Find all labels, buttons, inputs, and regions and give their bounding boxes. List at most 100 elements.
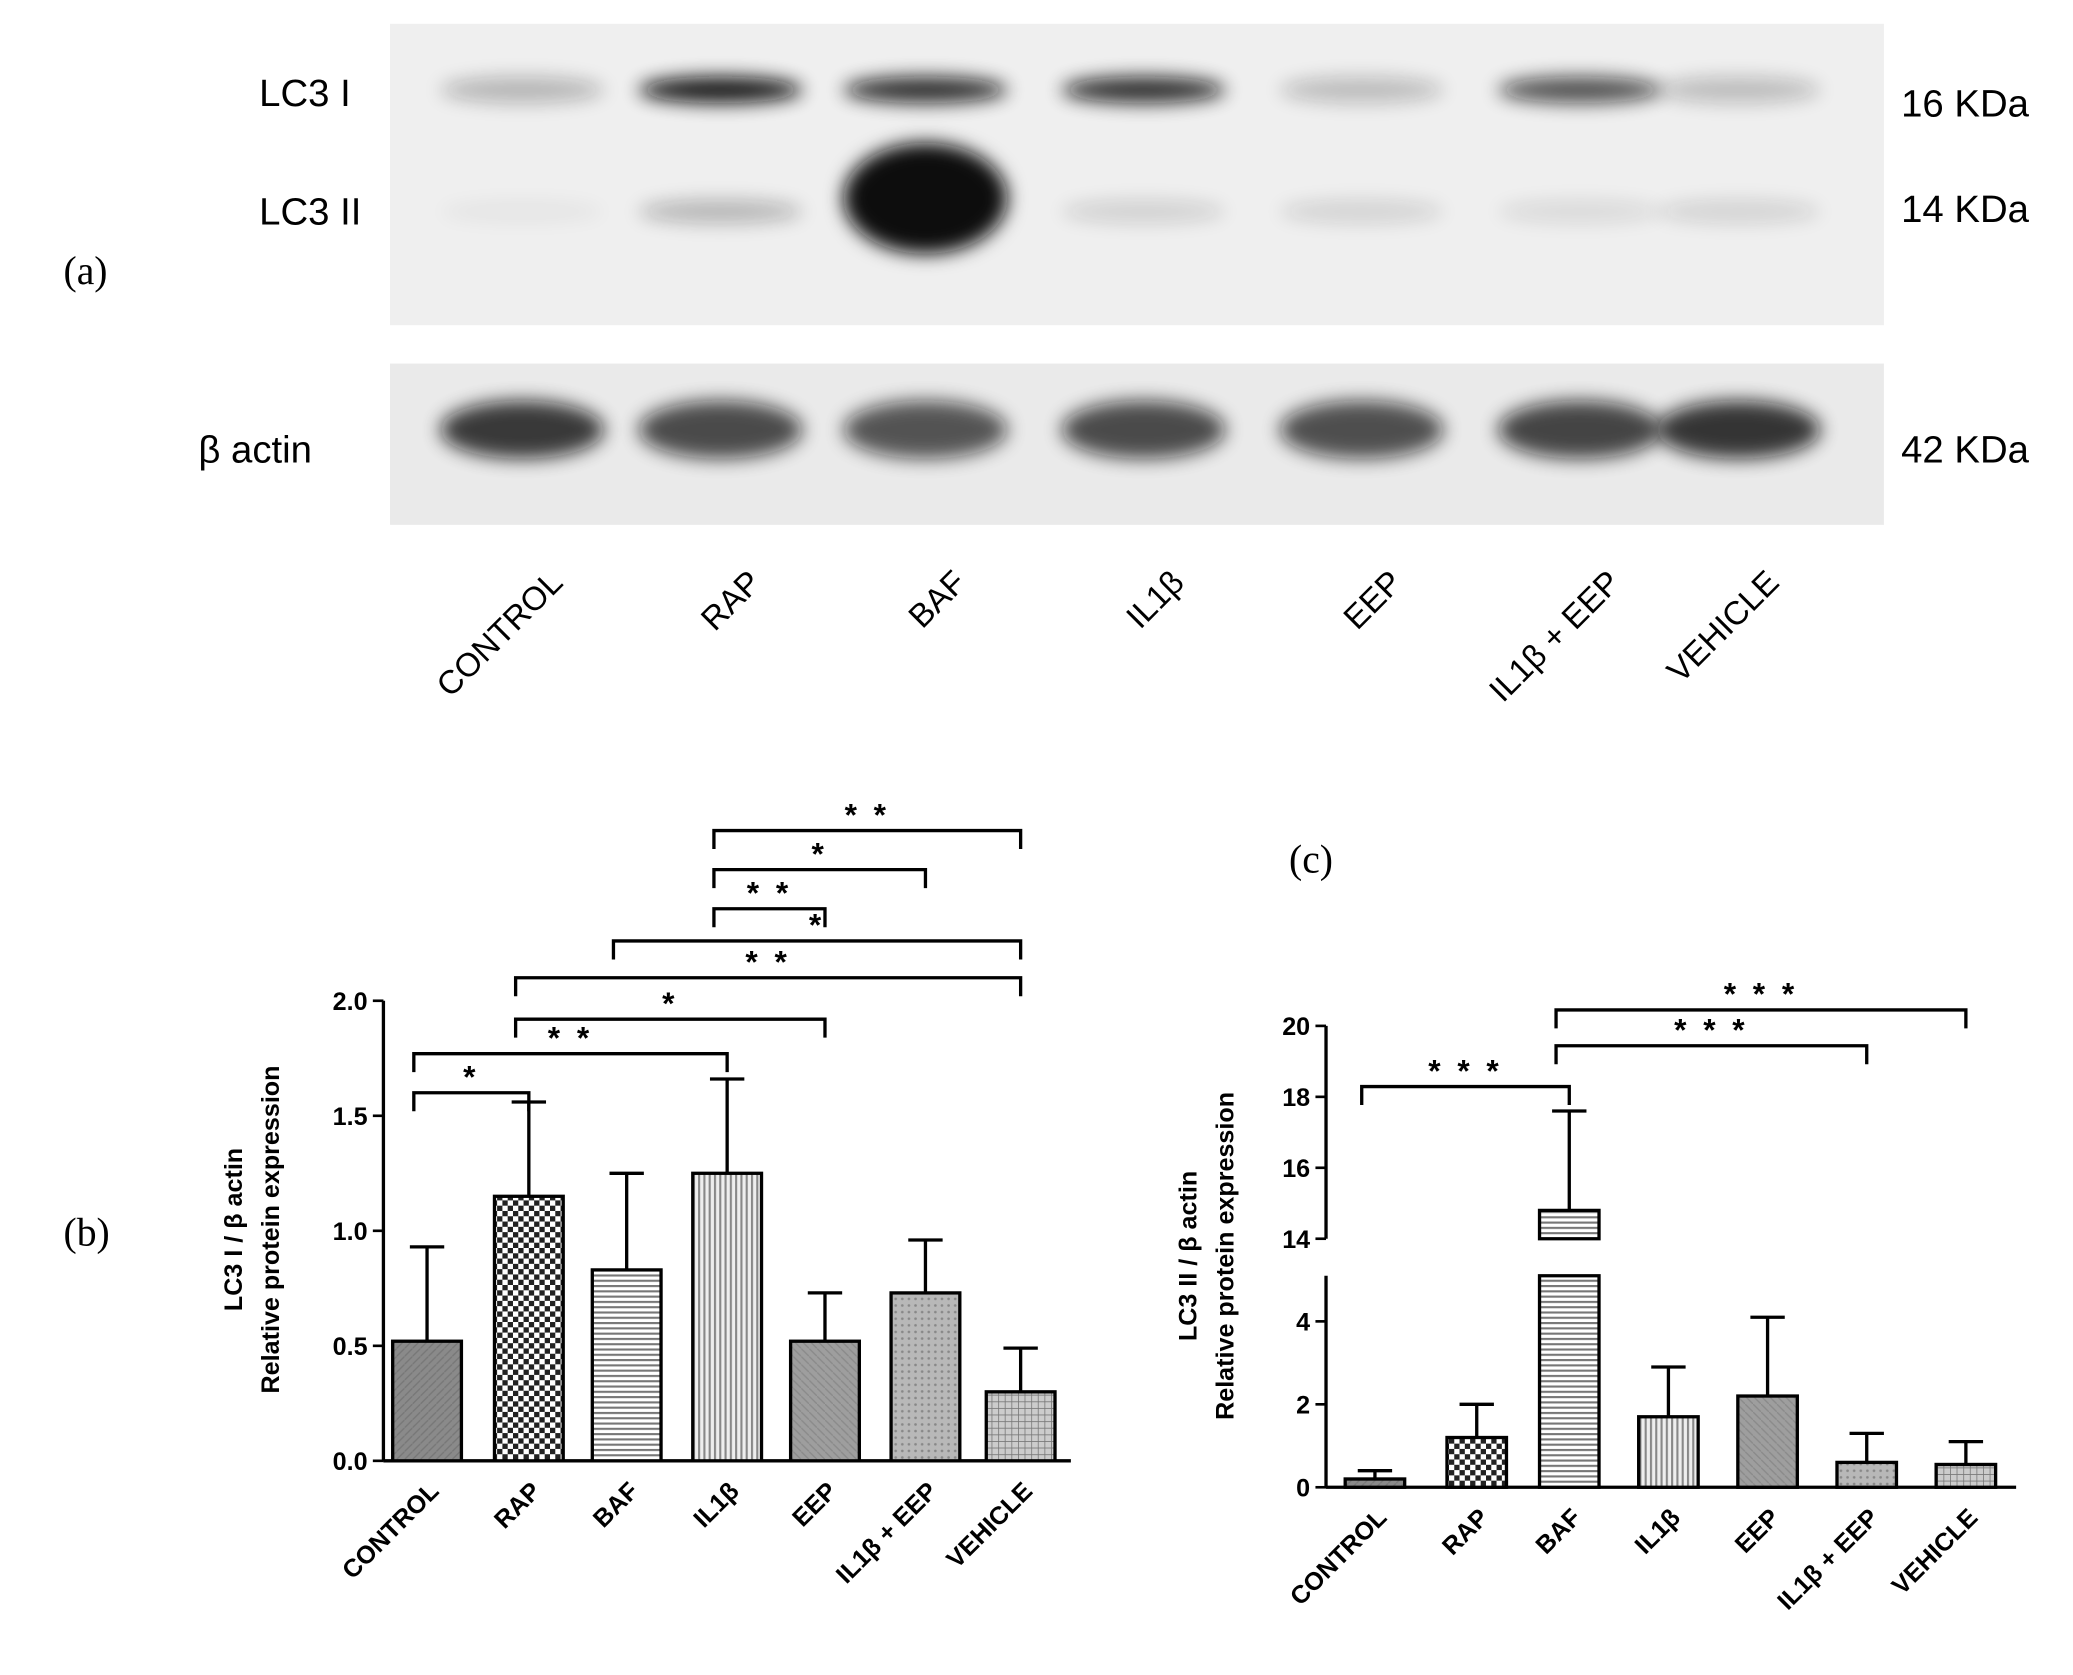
y-tick-label: 2.0 xyxy=(333,988,368,1016)
y-axis-label: Relative protein expression xyxy=(257,1066,285,1394)
panel-label: (a) xyxy=(63,249,107,293)
band xyxy=(843,400,1008,459)
bar xyxy=(391,1339,464,1463)
band xyxy=(1656,199,1821,224)
band xyxy=(1497,76,1662,104)
blot-bands xyxy=(440,76,1821,459)
error-bar xyxy=(1750,1315,1785,1397)
error-bar xyxy=(1849,1431,1884,1463)
band xyxy=(1279,199,1444,224)
significance-bracket xyxy=(712,867,928,889)
band xyxy=(440,76,605,104)
band xyxy=(1279,76,1444,104)
y-axis-label: Relative protein expression xyxy=(1211,1092,1239,1420)
significance-bracket xyxy=(611,939,1023,960)
band xyxy=(1279,400,1444,459)
bar xyxy=(1537,1208,1601,1489)
band xyxy=(1497,400,1662,459)
x-tick-label: RAP xyxy=(1437,1503,1494,1560)
error-bar xyxy=(1357,1469,1393,1479)
lane-label: CONTROL xyxy=(430,564,570,704)
size-label: 42 KDa xyxy=(1901,429,2030,472)
lane-label: IL1β xyxy=(1119,564,1191,636)
bar xyxy=(1343,1477,1407,1489)
x-tick-label: IL1β xyxy=(1630,1503,1686,1559)
y-tick-label: 0 xyxy=(1296,1475,1310,1503)
row-label: β actin xyxy=(198,429,312,472)
y-tick-label: 1.5 xyxy=(333,1103,368,1131)
error-bar xyxy=(511,1100,547,1197)
bar xyxy=(788,1339,862,1463)
lane-label: BAF xyxy=(902,564,974,636)
significance-label: * xyxy=(812,835,828,871)
row-label: LC3 I xyxy=(259,72,351,115)
bar xyxy=(691,1171,764,1463)
x-tick-label: VEHICLE xyxy=(1887,1503,1984,1600)
bar xyxy=(1835,1460,1899,1489)
error-bar xyxy=(807,1291,843,1342)
error-bar xyxy=(908,1238,943,1293)
blot-membrane xyxy=(390,23,1884,326)
bar xyxy=(1934,1462,1998,1489)
band xyxy=(440,199,605,224)
y-axis-label: LC3 II / β actin xyxy=(1174,1171,1202,1341)
bar xyxy=(590,1268,663,1463)
band xyxy=(1656,400,1821,459)
significance-label: * * * xyxy=(1724,976,1799,1012)
x-tick-label: VEHICLE xyxy=(941,1477,1038,1574)
panel-label: (c) xyxy=(1289,838,1333,882)
significance-bracket xyxy=(513,976,1023,997)
y-tick-label: 18 xyxy=(1282,1084,1310,1112)
lane-label: IL1β + EEP xyxy=(1482,564,1627,709)
significance-bracket xyxy=(412,1091,531,1112)
significance-bracket xyxy=(1554,1044,1869,1065)
band xyxy=(843,76,1008,104)
significance-label: * * xyxy=(845,796,890,832)
band xyxy=(440,400,605,459)
x-tick-label: CONTROL xyxy=(337,1477,445,1585)
significance-bracket xyxy=(1360,1084,1571,1106)
significance-label: * xyxy=(809,907,825,943)
significance-bracket xyxy=(412,1052,729,1073)
y-tick-label: 0.5 xyxy=(333,1333,368,1361)
lane-label: EEP xyxy=(1337,564,1410,637)
x-tick-label: EEP xyxy=(787,1477,842,1532)
band xyxy=(1656,76,1821,104)
band xyxy=(1061,199,1226,224)
error-bar xyxy=(1552,1109,1587,1211)
significance-label: * xyxy=(463,1058,479,1094)
y-axis-label: LC3 I / β actin xyxy=(220,1148,248,1311)
bar xyxy=(1445,1435,1509,1489)
row-label: LC3 II xyxy=(259,191,361,234)
significance-label: * * xyxy=(745,943,790,979)
band xyxy=(638,76,803,104)
y-tick-label: 2 xyxy=(1296,1392,1310,1420)
error-bar xyxy=(409,1245,445,1342)
x-tick-label: IL1β + EEP xyxy=(831,1477,943,1589)
x-tick-label: BAF xyxy=(1530,1503,1586,1559)
band xyxy=(1497,199,1662,224)
lane-label: VEHICLE xyxy=(1660,564,1786,690)
significance-label: * * * xyxy=(1674,1011,1749,1047)
x-tick-label: IL1β + EEP xyxy=(1772,1503,1884,1615)
significance-label: * * xyxy=(548,1019,593,1055)
error-bar xyxy=(1003,1346,1038,1392)
significance-label: * xyxy=(662,985,678,1021)
significance-bracket xyxy=(1554,1008,1968,1029)
lane-label: RAP xyxy=(694,564,768,638)
y-tick-label: 0.0 xyxy=(333,1448,368,1476)
band xyxy=(1061,76,1226,104)
size-label: 14 KDa xyxy=(1901,188,2030,231)
y-tick-label: 14 xyxy=(1282,1226,1310,1254)
x-tick-label: IL1β xyxy=(688,1477,744,1533)
bar xyxy=(1637,1415,1700,1489)
y-tick-label: 16 xyxy=(1282,1155,1310,1183)
y-tick-label: 1.0 xyxy=(333,1218,368,1246)
bar xyxy=(984,1390,1057,1463)
band xyxy=(638,199,803,224)
band xyxy=(638,400,803,459)
band xyxy=(843,142,1008,254)
panel-label: (b) xyxy=(63,1210,109,1254)
significance-bracket xyxy=(712,828,1023,850)
